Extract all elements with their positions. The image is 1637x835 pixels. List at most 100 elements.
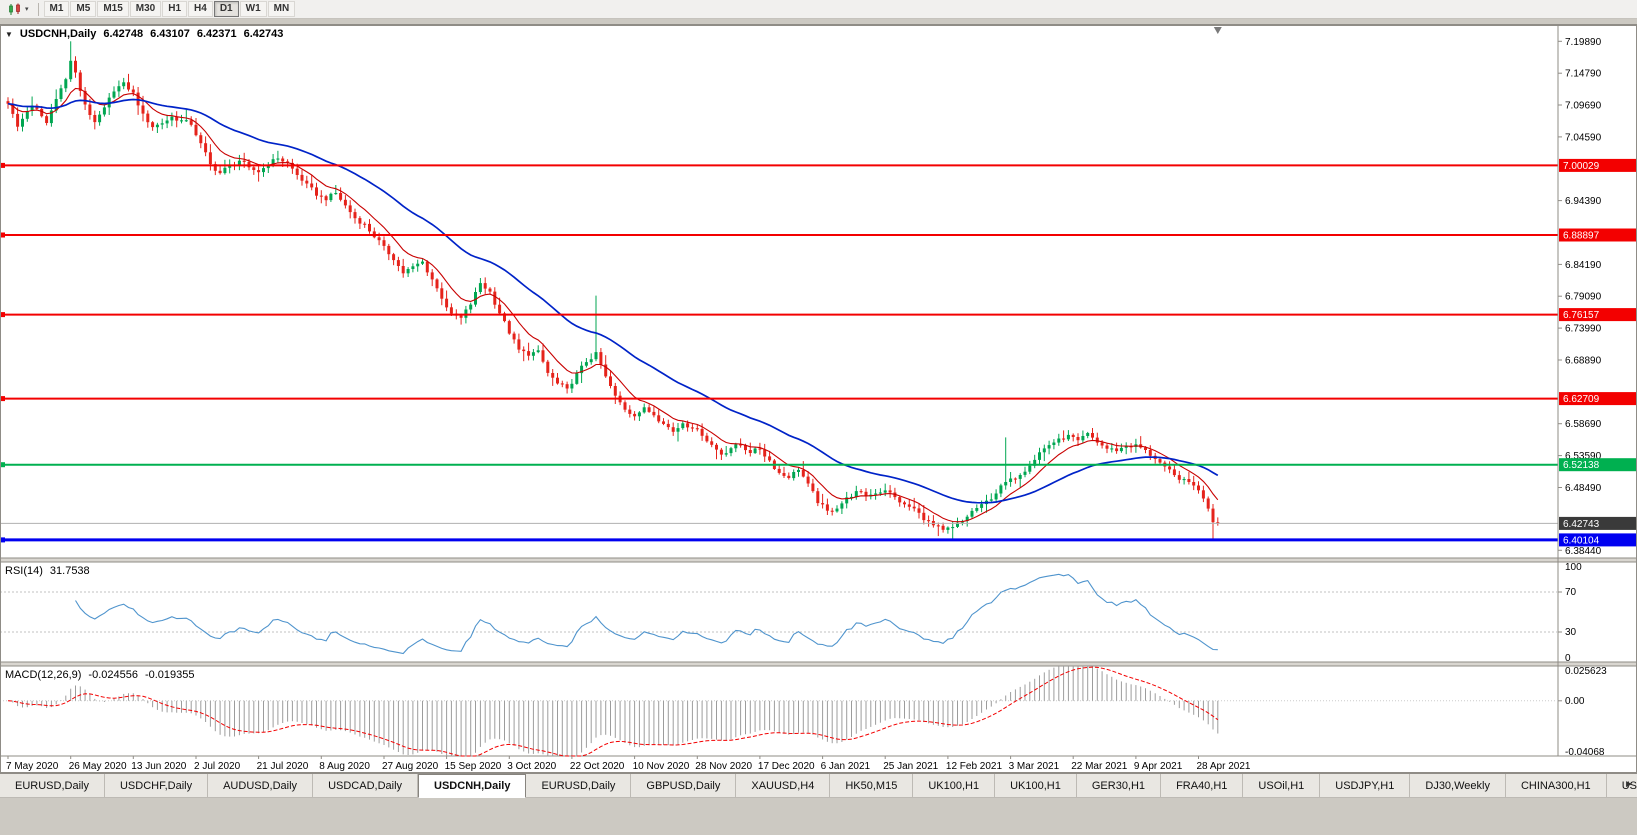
svg-text:9 Apr 2021: 9 Apr 2021: [1134, 761, 1183, 772]
svg-text:6.84190: 6.84190: [1565, 260, 1602, 271]
svg-text:7.14790: 7.14790: [1565, 69, 1602, 80]
timeframe-button-w1[interactable]: W1: [239, 1, 267, 17]
svg-text:13 Jun 2020: 13 Jun 2020: [131, 761, 186, 772]
rsi-line: [75, 573, 1218, 655]
macd-signal-line: [7, 666, 1219, 757]
chart-type-button[interactable]: ▾: [3, 1, 33, 18]
svg-text:28 Apr 2021: 28 Apr 2021: [1197, 761, 1251, 772]
svg-text:-0.04068: -0.04068: [1565, 747, 1605, 758]
timeframe-button-d1[interactable]: D1: [213, 1, 239, 17]
chart-window: 100 70 30 0 0.025623 0.00 -0.04068 7.19890 7.147…: [0, 24, 1637, 774]
svg-text:6.68890: 6.68890: [1565, 356, 1602, 367]
svg-text:0.025623: 0.025623: [1565, 666, 1607, 677]
toolbar: ▾ M1 M5 M15 M30 H1 H4 D1 W1 MN: [0, 0, 1637, 19]
symbol-tab-0[interactable]: EURUSD,Daily: [0, 774, 105, 798]
svg-text:6.38440: 6.38440: [1565, 546, 1602, 557]
symbol-tab-5[interactable]: EURUSD,Daily: [526, 774, 632, 798]
status-strip: [0, 798, 1637, 835]
symbol-tabs: EURUSD,Daily USDCHF,Daily AUDUSD,Daily USDC…: [0, 774, 1637, 798]
svg-text:6.88897: 6.88897: [1563, 231, 1600, 242]
symbol-tab-16[interactable]: CHINA300,H1: [1505, 774, 1607, 798]
tab-scroll-right-button[interactable]: ►: [1624, 779, 1634, 790]
symbol-tab-1[interactable]: USDCHF,Daily: [104, 774, 209, 798]
svg-text:6.40104: 6.40104: [1563, 535, 1600, 546]
svg-text:30: 30: [1565, 627, 1577, 638]
price-axis-labels: 7.19890 7.14790 7.09690 7.04590 6.94390 6.841…: [1558, 37, 1602, 557]
fast-ma-line: [7, 87, 1219, 523]
horizontal-lines-layer: [0, 162, 1558, 543]
symbol-tab-12[interactable]: FRA40,H1: [1161, 774, 1244, 798]
chevron-down-icon: ▾: [25, 5, 29, 13]
svg-text:3 Oct 2020: 3 Oct 2020: [507, 761, 556, 772]
svg-text:6.48490: 6.48490: [1565, 483, 1602, 494]
symbol-tab-17[interactable]: USC: [1606, 774, 1637, 798]
timeframe-button-mn[interactable]: MN: [267, 1, 296, 17]
svg-text:26 May 2020: 26 May 2020: [69, 761, 127, 772]
svg-text:2 Jul 2020: 2 Jul 2020: [194, 761, 241, 772]
symbol-tab-4[interactable]: USDCNH,Daily: [418, 774, 527, 798]
symbol-tab-6[interactable]: GBPUSD,Daily: [631, 774, 737, 798]
symbol-tab-3[interactable]: USDCAD,Daily: [313, 774, 419, 798]
candles-layer: [6, 41, 1220, 540]
svg-text:8 Aug 2020: 8 Aug 2020: [319, 761, 370, 772]
symbol-tab-8[interactable]: HK50,M15: [830, 774, 914, 798]
collapse-triangle-icon[interactable]: ▼: [5, 29, 13, 39]
svg-text:7 May 2020: 7 May 2020: [6, 761, 59, 772]
svg-text:15 Sep 2020: 15 Sep 2020: [445, 761, 502, 772]
shift-marker-icon: [1213, 27, 1222, 34]
timeframe-button-m30[interactable]: M30: [129, 1, 162, 17]
svg-text:70: 70: [1565, 587, 1577, 598]
svg-text:6.79090: 6.79090: [1565, 292, 1602, 303]
symbol-tab-15[interactable]: DJ30,Weekly: [1410, 774, 1506, 798]
timeframe-button-m15[interactable]: M15: [97, 1, 129, 17]
svg-text:7.00029: 7.00029: [1563, 161, 1600, 172]
svg-text:21 Jul 2020: 21 Jul 2020: [257, 761, 309, 772]
svg-text:22 Mar 2021: 22 Mar 2021: [1071, 761, 1128, 772]
svg-text:28 Nov 2020: 28 Nov 2020: [695, 761, 752, 772]
svg-text:25 Jan 2021: 25 Jan 2021: [883, 761, 938, 772]
svg-text:6.62709: 6.62709: [1563, 394, 1600, 405]
svg-text:6.73990: 6.73990: [1565, 324, 1602, 335]
timeframe-button-m5[interactable]: M5: [70, 1, 97, 17]
svg-text:7.19890: 7.19890: [1565, 37, 1602, 48]
svg-text:0.00: 0.00: [1565, 696, 1585, 707]
timeframe-button-h1[interactable]: H1: [162, 1, 188, 17]
time-axis-labels: 7 May 2020 26 May 2020 13 Jun 2020 2 Jul 20…: [6, 756, 1251, 772]
symbol-tab-14[interactable]: USDJPY,H1: [1320, 774, 1411, 798]
svg-text:6.42743: 6.42743: [1563, 519, 1600, 530]
symbol-tabbar: EURUSD,Daily USDCHF,Daily AUDUSD,Daily USDC…: [0, 773, 1637, 798]
slow-ma-line: [7, 98, 1219, 504]
chart-canvas[interactable]: 100 70 30 0 0.025623 0.00 -0.04068 7.19890 7.147…: [0, 25, 1637, 773]
svg-text:17 Dec 2020: 17 Dec 2020: [758, 761, 815, 772]
symbol-tab-9[interactable]: UK100,H1: [913, 774, 996, 798]
candlestick-chart-icon: [9, 3, 20, 15]
svg-text:6.76157: 6.76157: [1563, 310, 1600, 321]
macd-histogram: [12, 666, 1219, 756]
symbol-tab-11[interactable]: GER30,H1: [1076, 774, 1162, 798]
svg-text:6.58690: 6.58690: [1565, 419, 1602, 430]
svg-text:6.52138: 6.52138: [1563, 460, 1600, 471]
svg-text:0: 0: [1565, 653, 1571, 664]
svg-text:22 Oct 2020: 22 Oct 2020: [570, 761, 625, 772]
svg-text:7.09690: 7.09690: [1565, 101, 1602, 112]
svg-text:10 Nov 2020: 10 Nov 2020: [633, 761, 690, 772]
svg-text:6 Jan 2021: 6 Jan 2021: [821, 761, 871, 772]
toolbar-separator: [37, 2, 39, 16]
symbol-tab-2[interactable]: AUDUSD,Daily: [208, 774, 314, 798]
svg-text:3 Mar 2021: 3 Mar 2021: [1009, 761, 1060, 772]
panel-splitter: [0, 558, 1637, 562]
symbol-tab-10[interactable]: UK100,H1: [995, 774, 1077, 798]
panel-splitter: [0, 662, 1637, 666]
timeframe-button-m1[interactable]: M1: [43, 1, 70, 17]
svg-text:7.04590: 7.04590: [1565, 132, 1602, 143]
svg-text:27 Aug 2020: 27 Aug 2020: [382, 761, 439, 772]
symbol-tab-13[interactable]: USOil,H1: [1243, 774, 1321, 798]
timeframe-button-h4[interactable]: H4: [188, 1, 213, 17]
svg-text:100: 100: [1565, 562, 1582, 573]
symbol-tab-7[interactable]: XAUUSD,H4: [736, 774, 831, 798]
svg-text:6.53590: 6.53590: [1565, 451, 1602, 462]
svg-text:6.94390: 6.94390: [1565, 196, 1602, 207]
timeframe-toolbar: M1 M5 M15 M30 H1 H4 D1 W1 MN: [43, 1, 296, 17]
svg-text:12 Feb 2021: 12 Feb 2021: [946, 761, 1003, 772]
